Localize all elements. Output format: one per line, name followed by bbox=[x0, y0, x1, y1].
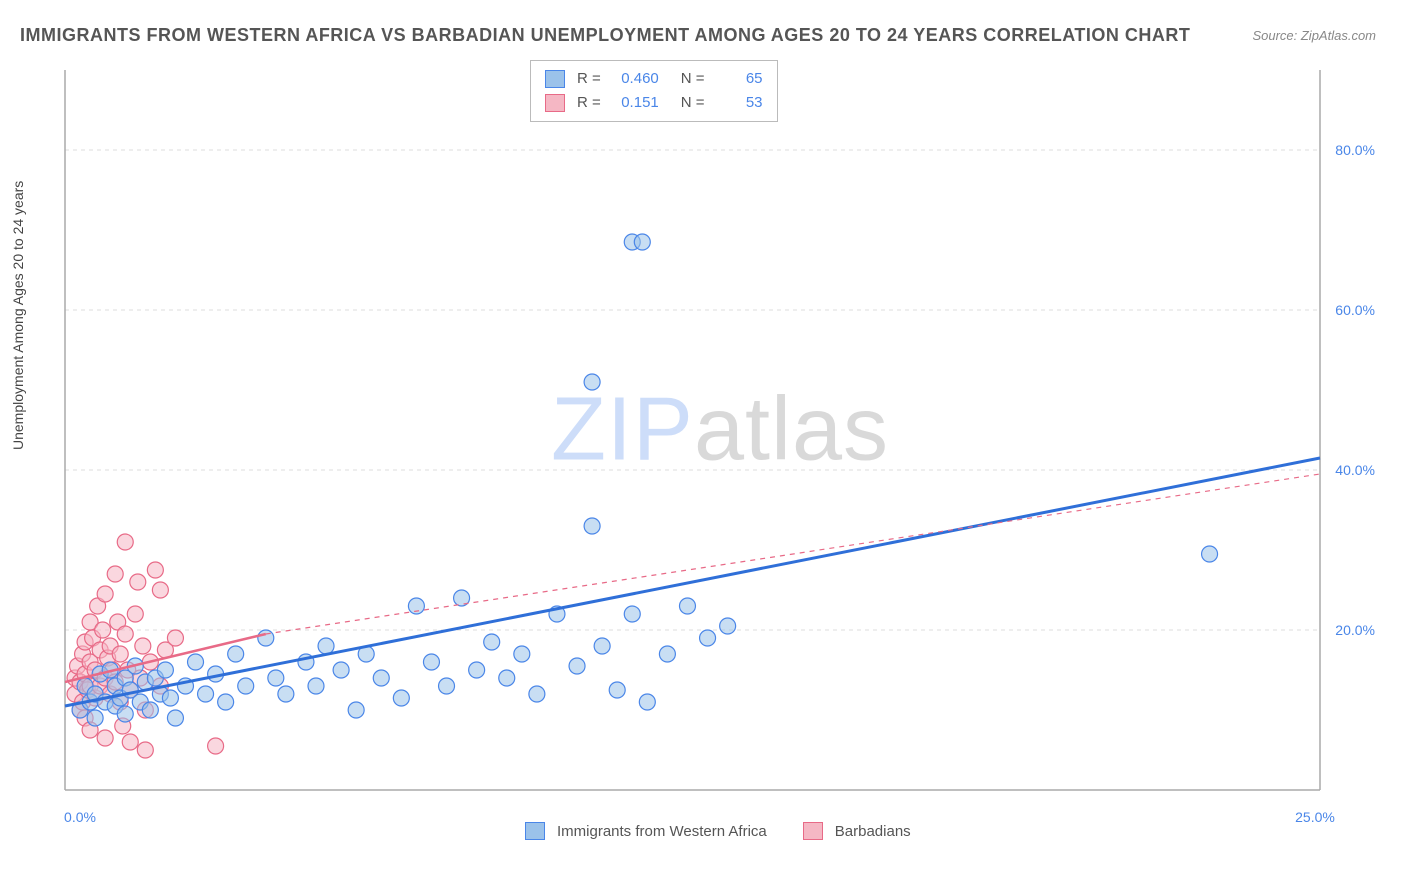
plot-svg: 20.0% 40.0% 60.0% 80.0% 0.0% 25.0% bbox=[55, 60, 1385, 830]
scatter-point bbox=[569, 658, 585, 674]
scatter-point bbox=[135, 638, 151, 654]
scatter-point bbox=[95, 622, 111, 638]
scatter-point bbox=[1202, 546, 1218, 562]
scatter-point bbox=[423, 654, 439, 670]
legend-bottom-swatch-0 bbox=[525, 822, 545, 840]
scatter-point bbox=[157, 662, 173, 678]
scatter-point bbox=[117, 534, 133, 550]
scatter-point bbox=[238, 678, 254, 694]
scatter-point bbox=[373, 670, 389, 686]
x-tick-label: 25.0% bbox=[1295, 809, 1335, 825]
scatter-point bbox=[198, 686, 214, 702]
scatter-point bbox=[624, 606, 640, 622]
scatter-point bbox=[679, 598, 695, 614]
n-value-0: 65 bbox=[713, 67, 763, 91]
r-label: R = bbox=[577, 67, 601, 91]
scatter-point bbox=[700, 630, 716, 646]
scatter-point bbox=[258, 630, 274, 646]
scatter-point bbox=[514, 646, 530, 662]
trend-line-extrapolation bbox=[266, 474, 1320, 634]
scatter-point bbox=[117, 626, 133, 642]
scatter-point bbox=[137, 742, 153, 758]
scatter-point bbox=[162, 690, 178, 706]
scatter-point bbox=[147, 562, 163, 578]
scatter-point bbox=[634, 234, 650, 250]
r-value-1: 0.151 bbox=[609, 91, 659, 115]
scatter-point bbox=[308, 678, 324, 694]
legend-correlation: R = 0.460 N = 65 R = 0.151 N = 53 bbox=[530, 60, 778, 122]
legend-swatch-1 bbox=[545, 94, 565, 112]
legend-bottom-label-0: Immigrants from Western Africa bbox=[557, 823, 767, 840]
legend-series: Immigrants from Western Africa Barbadian… bbox=[525, 822, 911, 840]
n-value-1: 53 bbox=[713, 91, 763, 115]
y-tick-label: 80.0% bbox=[1335, 142, 1375, 158]
y-tick-label: 20.0% bbox=[1335, 622, 1375, 638]
scatter-point bbox=[469, 662, 485, 678]
legend-swatch-0 bbox=[545, 70, 565, 88]
scatter-point bbox=[122, 734, 138, 750]
legend-bottom-swatch-1 bbox=[803, 822, 823, 840]
scatter-point bbox=[130, 574, 146, 590]
scatter-point bbox=[278, 686, 294, 702]
legend-row-series-0: R = 0.460 N = 65 bbox=[545, 67, 763, 91]
scatter-point bbox=[439, 678, 455, 694]
scatter-point bbox=[87, 710, 103, 726]
y-tick-label: 40.0% bbox=[1335, 462, 1375, 478]
scatter-point bbox=[584, 518, 600, 534]
n-label: N = bbox=[681, 67, 705, 91]
scatter-point bbox=[333, 662, 349, 678]
scatter-point bbox=[584, 374, 600, 390]
scatter-point bbox=[594, 638, 610, 654]
scatter-point bbox=[318, 638, 334, 654]
trend-line bbox=[65, 458, 1320, 706]
scatter-point bbox=[609, 682, 625, 698]
scatter-point bbox=[208, 738, 224, 754]
scatter-point bbox=[152, 582, 168, 598]
source-attribution: Source: ZipAtlas.com bbox=[1252, 28, 1376, 43]
r-value-0: 0.460 bbox=[609, 67, 659, 91]
scatter-point bbox=[393, 690, 409, 706]
y-tick-label: 60.0% bbox=[1335, 302, 1375, 318]
chart-title: IMMIGRANTS FROM WESTERN AFRICA VS BARBAD… bbox=[20, 25, 1190, 46]
scatter-point bbox=[107, 566, 123, 582]
scatter-point bbox=[167, 630, 183, 646]
scatter-point bbox=[484, 634, 500, 650]
legend-bottom-label-1: Barbadians bbox=[835, 823, 911, 840]
n-label: N = bbox=[681, 91, 705, 115]
scatter-point bbox=[499, 670, 515, 686]
scatter-point bbox=[142, 702, 158, 718]
scatter-point bbox=[228, 646, 244, 662]
chart-area: 20.0%40.0%60.0%80.0%0.0%25.0% ZIPatlas R… bbox=[55, 60, 1385, 830]
scatter-point bbox=[659, 646, 675, 662]
y-axis-label: Unemployment Among Ages 20 to 24 years bbox=[10, 181, 26, 450]
scatter-point bbox=[639, 694, 655, 710]
scatter-point bbox=[97, 730, 113, 746]
scatter-point bbox=[720, 618, 736, 634]
r-label: R = bbox=[577, 91, 601, 115]
scatter-point bbox=[97, 586, 113, 602]
scatter-point bbox=[117, 706, 133, 722]
x-tick-label: 0.0% bbox=[64, 809, 96, 825]
legend-row-series-1: R = 0.151 N = 53 bbox=[545, 91, 763, 115]
scatter-point bbox=[218, 694, 234, 710]
scatter-point bbox=[112, 646, 128, 662]
scatter-point bbox=[529, 686, 545, 702]
scatter-point bbox=[167, 710, 183, 726]
scatter-point bbox=[268, 670, 284, 686]
scatter-point bbox=[127, 606, 143, 622]
scatter-point bbox=[348, 702, 364, 718]
scatter-point bbox=[188, 654, 204, 670]
